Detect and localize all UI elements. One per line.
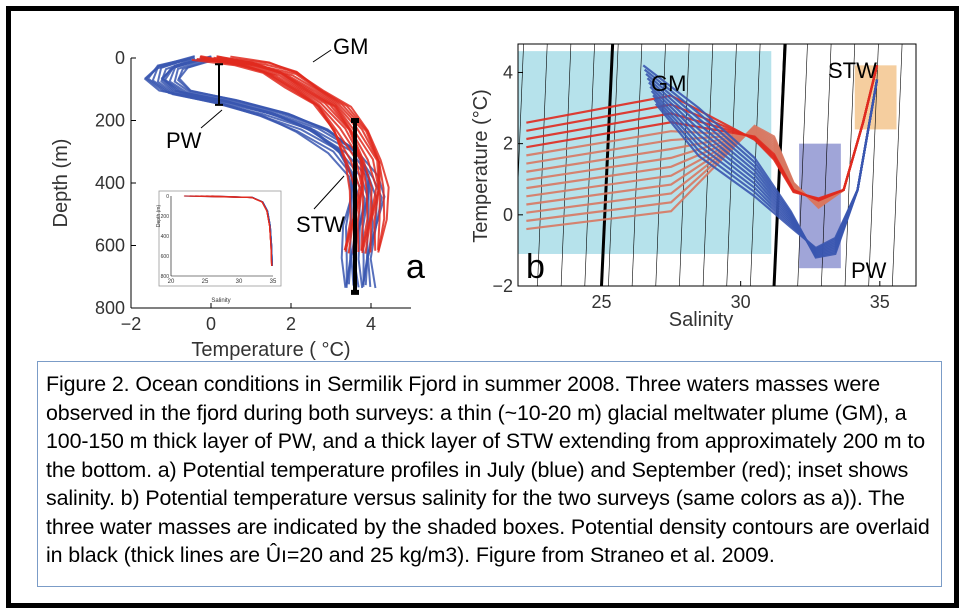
september-temperature-profile [216,57,380,253]
stw-pointer-a [313,175,345,210]
panel-b-chart: 25 30 35 −2 0 2 4 Salinity Temperature (°C) G… [470,43,917,331]
panel-a-ytick-label: 800 [95,298,125,318]
inset-ylabel: Depth (m) [156,205,162,228]
september-temperature-profile [217,58,381,251]
september-temperature-profile [200,57,364,253]
density-contour-thick [599,44,615,286]
label-gm-a: GM [333,34,368,59]
density-contour [584,44,595,286]
panel-b-xtick-label: 30 [731,292,751,312]
label-gm-b: GM [651,71,686,96]
density-contour [797,44,808,286]
label-pw-a: PW [166,128,202,153]
inset-xtick-label: 25 [202,279,209,285]
panel-b-ytick-label: 4 [503,62,513,82]
september-temperature-profile [203,58,365,251]
inset-ytick-label: 0 [166,194,169,200]
september-temperature-profile [220,58,381,250]
panel-b-xtick-label: 35 [870,292,890,312]
panel-a-xlabel: Temperature ( °C) [191,339,350,361]
inset-ytick-label: 400 [161,234,170,240]
july-temperature-profile [177,58,386,289]
inset-xtick-label: 20 [168,279,175,285]
panel-a-inset: 20 25 30 35 0 200 400 600 800 Salinity Depth (m) [156,190,282,304]
panel-b-xtick-label: 25 [591,292,611,312]
inset-ytick-label: 200 [161,214,170,220]
panel-a: −2 0 2 4 0 200 400 600 800 Temperature ( °C) De… [41,26,451,371]
density-contour [518,44,524,190]
inset-xtick-label: 30 [236,279,243,285]
panel-b-ytick-label: 0 [503,205,513,225]
panel-a-xtick-label: 0 [206,314,216,334]
september-ts-curve [526,65,879,200]
caption-box: Figure 2. Ocean conditions in Sermilik F… [37,361,942,587]
inset-xtick-label: 35 [270,279,277,285]
density-contour [608,44,619,286]
panel-b-ytick-label: −2 [492,276,513,296]
inset-xlabel: Salinity [211,298,230,304]
panel-b: 25 30 35 −2 0 2 4 Salinity Temperature (°C) G… [461,26,931,371]
panel-a-xtick-label: −2 [121,314,142,334]
inset-ytick-label: 600 [161,254,170,260]
panel-a-ytick-label: 600 [95,236,125,256]
panel-a-xtick-label: 4 [366,314,376,334]
panel-a-ytick-label: 400 [95,173,125,193]
gm-pointer-a [312,49,332,63]
panel-b-axes-box [517,43,917,287]
inset-salinity-profile [211,195,273,267]
density-contour [679,44,690,286]
density-contour [537,44,548,286]
figure-caption: Figure 2. Ocean conditions in Sermilik F… [46,372,930,567]
density-contour [631,44,643,286]
panel-a-ylabel: Depth (m) [50,139,72,228]
density-contour [892,44,903,286]
figure-frame: −2 0 2 4 0 200 400 600 800 Temperature ( °C) De… [6,6,959,608]
july-temperature-profile [144,58,353,288]
density-contour [915,278,916,286]
july-ts-curve [654,79,879,250]
inset-ytick-label: 800 [161,274,170,280]
panel-a-ytick-label: 0 [115,48,125,68]
label-pw-b: PW [851,258,887,283]
panel-a-letter: a [406,248,425,286]
pw-pointer-a [200,109,223,129]
label-stw-a: STW [296,212,345,237]
panel-b-xlabel: Salinity [669,309,733,331]
september-temperature-profile [230,55,390,253]
panel-a-xtick-label: 2 [286,314,296,334]
panel-b-letter: b [526,248,545,286]
panel-a-ytick-label: 200 [95,111,125,131]
panel-b-ylabel: Temperature (°C) [470,89,492,243]
panel-b-ytick-label: 2 [503,134,513,154]
label-stw-b: STW [828,58,877,83]
